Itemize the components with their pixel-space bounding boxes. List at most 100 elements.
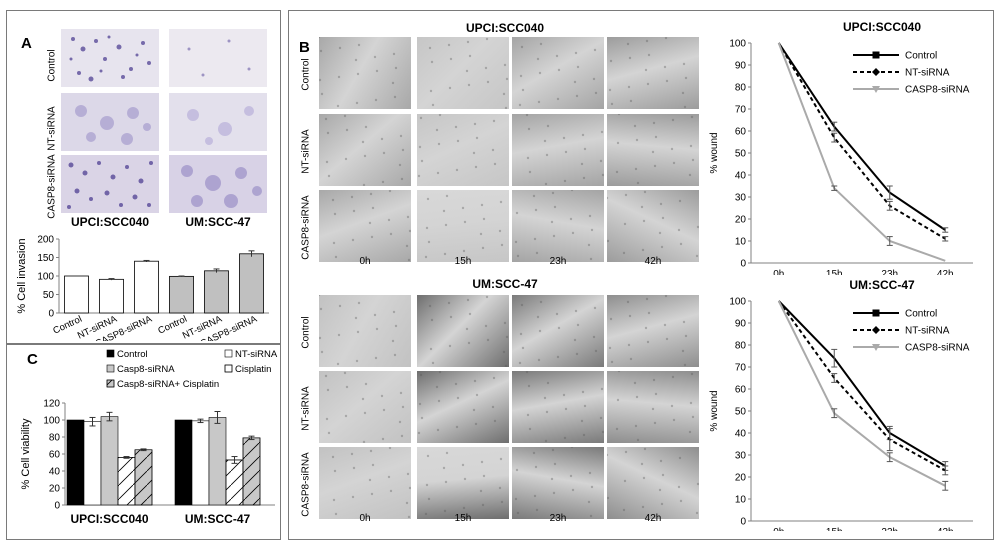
wound-texture-dot: [683, 105, 687, 109]
wound-time-label-scc040: 23h: [549, 256, 567, 267]
invasion-bar: [99, 278, 124, 314]
wound-legend-label: Control: [905, 51, 937, 62]
wound-texture-dot: [355, 101, 359, 105]
wound-texture-dot: [389, 489, 393, 493]
wound-texture-dot: [443, 509, 447, 513]
wound-texture-dot: [429, 347, 433, 351]
wound-y-label: % wound: [709, 390, 720, 431]
wound-texture-dot: [527, 384, 531, 388]
wound-texture-dot: [672, 161, 676, 165]
wound-texture-dot: [627, 85, 631, 89]
wound-texture-dot: [645, 39, 649, 43]
wound-texture-dot: [454, 382, 458, 386]
wound-micrograph: [417, 114, 509, 186]
wound-texture-dot: [475, 136, 479, 140]
wound-texture-dot: [664, 295, 668, 298]
wound-texture-dot: [665, 337, 669, 341]
wound-texture-dot: [575, 352, 579, 356]
wound-texture-dot: [486, 80, 490, 84]
viability-legend-swatch: [106, 364, 115, 373]
wound-texture-dot: [615, 427, 619, 431]
wound-legend-marker: [872, 51, 880, 59]
wound-y-tick-label: 100: [729, 39, 746, 50]
wound-texture-dot: [343, 114, 347, 118]
wound-texture-dot: [658, 488, 662, 492]
wound-texture: [514, 190, 594, 261]
wound-micrograph: [319, 37, 411, 109]
wound-texture-dot: [635, 138, 639, 142]
wound-texture-dot: [400, 434, 404, 438]
wound-texture-dot: [601, 173, 604, 177]
wound-texture-dot: [562, 393, 566, 397]
wound-texture-dot: [626, 42, 630, 46]
wound-texture-dot: [665, 79, 669, 83]
wound-series-line: [777, 42, 946, 231]
wound-texture-dot: [569, 217, 573, 221]
wound-texture-dot: [425, 226, 429, 230]
wound-texture-dot: [515, 211, 519, 215]
wound-texture-dot: [590, 485, 594, 489]
wound-time-label-scc47: 42h: [644, 513, 662, 524]
wound-texture-dot: [364, 382, 368, 386]
wound-texture-dot: [468, 312, 472, 316]
panel-a: A Control NT-siRNA CASP8-siRNA UPCI:SCC0…: [6, 10, 281, 344]
wound-y-tick-label: 90: [735, 61, 747, 72]
viability-y-tick-label: 100: [43, 416, 60, 427]
wound-texture-dot: [589, 257, 593, 261]
wound-y-tick-label: 90: [735, 319, 747, 330]
wound-x-tick-label: 23h: [881, 527, 898, 531]
wound-texture-dot: [436, 428, 440, 432]
wound-texture-dot: [525, 114, 529, 117]
wound-texture-dot: [679, 242, 683, 246]
wound-texture-dot: [642, 476, 646, 480]
wound-texture-dot: [587, 500, 591, 504]
wound-texture-dot: [493, 162, 497, 166]
wound-texture-dot: [320, 350, 324, 354]
wound-time-label-scc040: 0h: [359, 256, 371, 267]
wound-texture-dot: [518, 103, 522, 107]
wound-texture-dot: [502, 92, 506, 96]
wound-chart-scc47: UM:SCC-47 0 10 20 30 40 50 60 70 80 90 100 % wound 0h…: [709, 278, 973, 531]
wound-texture-dot: [428, 46, 432, 50]
wound-series-line: [777, 300, 946, 472]
wound-texture-dot: [502, 350, 506, 354]
wound-texture-dot: [352, 209, 356, 213]
wound-texture-dot: [401, 148, 405, 152]
wound-texture-dot: [575, 94, 579, 98]
wound-texture-dot: [319, 78, 322, 82]
wound-texture-dot: [442, 209, 446, 213]
wound-texture-dot: [448, 86, 452, 90]
wound-texture-dot: [382, 408, 386, 412]
wound-texture-dot: [420, 416, 424, 420]
invasion-y-label: % Cell invasion: [16, 238, 28, 313]
wound-texture-dot: [350, 195, 354, 199]
wound-texture-dot: [555, 54, 559, 58]
wound-legend-marker: [872, 344, 880, 351]
wound-texture-dot: [388, 447, 392, 450]
wound-texture-dot: [552, 491, 556, 495]
wound-texture-dot: [472, 151, 476, 155]
wound-row-label-scc040: CASP8-siRNA: [300, 195, 312, 260]
wound-texture-dot: [481, 246, 485, 250]
wound-texture-dot: [374, 98, 378, 102]
wound-texture-dot: [336, 104, 340, 108]
wound-texture: [424, 451, 504, 516]
wound-texture-dot: [454, 125, 458, 129]
wound-texture-dot: [545, 410, 549, 414]
wound-texture-dot: [344, 414, 348, 418]
wound-texture-dot: [643, 447, 647, 451]
wound-texture-dot: [424, 255, 428, 259]
wound-texture-dot: [406, 472, 410, 476]
wound-texture-dot: [545, 153, 549, 157]
panel-a-row-label-control: Control: [46, 49, 58, 82]
wound-texture-dot: [407, 515, 411, 519]
wound-texture-dot: [425, 483, 429, 487]
wound-texture-dot: [498, 229, 502, 233]
wound-y-tick-label: 40: [735, 429, 747, 440]
wound-legend-marker: [872, 68, 880, 76]
wound-texture-dot: [640, 205, 644, 209]
wound-texture-dot: [634, 424, 638, 428]
viability-bar: [83, 421, 102, 506]
wound-texture-dot: [553, 205, 557, 209]
wound-time-label-scc47: 15h: [454, 513, 472, 524]
